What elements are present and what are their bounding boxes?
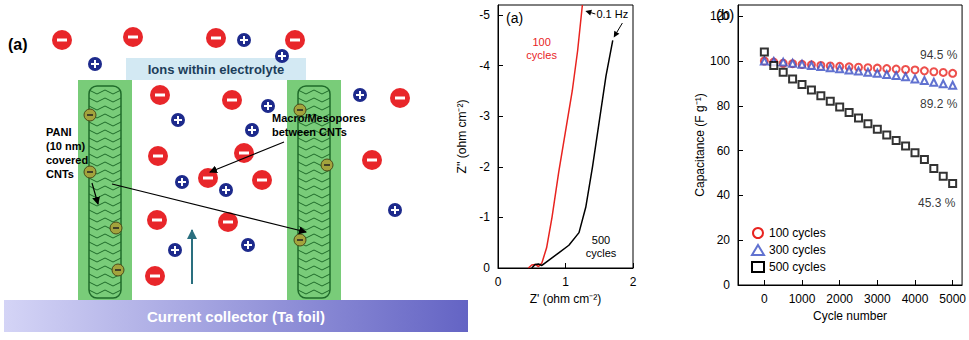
svg-text:20: 20 [717,233,731,247]
svg-text:CNTs: CNTs [46,168,74,180]
svg-text:(a): (a) [506,10,523,26]
svg-text:Current collector (Ta foil): Current collector (Ta foil) [147,308,325,325]
svg-text:cycles: cycles [586,247,617,259]
svg-text:-1: -1 [479,210,490,224]
svg-text:Z' (ohm cm⁻²): Z' (ohm cm⁻²) [530,292,602,306]
svg-text:300 cycles: 300 cycles [769,243,826,257]
svg-text:covered: covered [46,154,88,166]
svg-text:Macro/Mesopores: Macro/Mesopores [272,112,366,124]
svg-text:40: 40 [717,188,731,202]
svg-text:2: 2 [630,275,637,289]
svg-text:cycles: cycles [526,49,557,61]
svg-text:3000: 3000 [864,292,891,306]
svg-text:(10 nm): (10 nm) [46,140,85,152]
svg-text:5000: 5000 [939,292,966,306]
svg-text:Capacitance (F g⁻¹): Capacitance (F g⁻¹) [693,93,707,196]
svg-text:60: 60 [717,144,731,158]
svg-text:4000: 4000 [902,292,929,306]
svg-text:0: 0 [483,261,490,275]
svg-text:2000: 2000 [826,292,853,306]
svg-text:500 cycles: 500 cycles [769,260,826,274]
svg-text:(a): (a) [8,36,28,53]
svg-text:Cycle number: Cycle number [813,309,887,323]
svg-text:94.5 %: 94.5 % [920,48,958,62]
svg-text:89.2 %: 89.2 % [920,97,958,111]
svg-text:0: 0 [761,292,768,306]
svg-text:Ions within electrolyte: Ions within electrolyte [148,62,285,77]
svg-text:100: 100 [532,36,550,48]
svg-text:(b): (b) [716,6,734,23]
svg-text:PANI: PANI [46,126,71,138]
svg-text:45.3 %: 45.3 % [918,196,956,210]
svg-text:1000: 1000 [789,292,816,306]
svg-text:Z'' (ohm cm⁻²): Z'' (ohm cm⁻²) [455,100,469,174]
svg-text:-4: -4 [479,59,490,73]
svg-text:0.1 Hz: 0.1 Hz [596,8,628,20]
svg-text:500: 500 [592,234,610,246]
svg-text:0: 0 [723,278,730,292]
svg-text:0: 0 [495,275,502,289]
svg-text:1: 1 [562,275,569,289]
svg-text:between CNTs: between CNTs [272,126,347,138]
svg-text:80: 80 [717,99,731,113]
svg-text:100: 100 [710,54,730,68]
svg-text:-2: -2 [479,160,490,174]
svg-text:-5: -5 [479,8,490,22]
svg-text:100 cycles: 100 cycles [769,226,826,240]
svg-text:-3: -3 [479,109,490,123]
